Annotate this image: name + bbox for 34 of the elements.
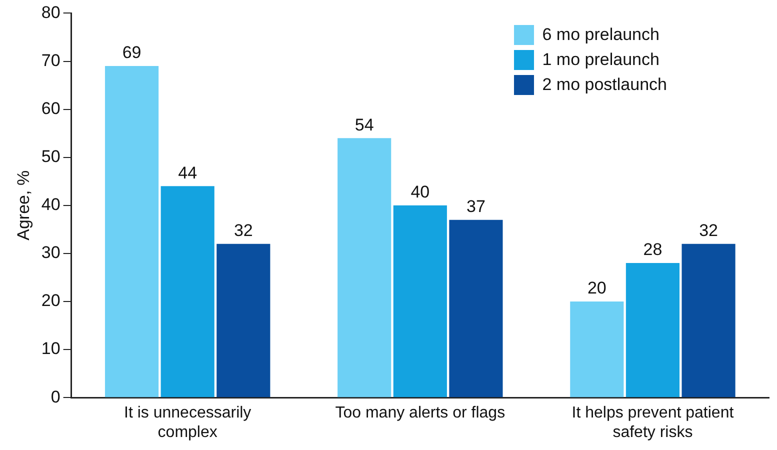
bar xyxy=(338,138,392,398)
bar xyxy=(104,66,159,398)
bar xyxy=(682,244,736,398)
bar xyxy=(160,186,214,398)
data-label: 44 xyxy=(178,163,198,182)
data-label: 28 xyxy=(643,240,662,260)
data-label: 69 xyxy=(122,43,142,62)
y-tick-label: 10 xyxy=(41,339,60,358)
y-tick-label: 80 xyxy=(41,2,60,22)
data-label: 54 xyxy=(354,115,374,134)
data-label: 40 xyxy=(410,182,430,202)
x-tick-label: It is unnecessarily complex xyxy=(124,404,252,441)
x-tick-label: Too many alerts or flags xyxy=(335,404,506,422)
bar xyxy=(216,244,270,398)
y-axis-title: Agree, % xyxy=(14,170,33,240)
y-tick-label: 60 xyxy=(41,98,60,118)
y-tick-label: 70 xyxy=(41,50,60,70)
data-label: 20 xyxy=(587,278,606,298)
y-tick-label: 20 xyxy=(41,291,60,310)
y-tick-label: 40 xyxy=(41,195,60,214)
bar xyxy=(393,205,447,398)
bar xyxy=(626,263,680,398)
y-tick-label: 30 xyxy=(41,243,60,262)
legend-label: 2 mo postlaunch xyxy=(542,74,667,94)
legend-label: 1 mo prelaunch xyxy=(542,50,660,70)
x-tick-label: It helps prevent patient safety risks xyxy=(572,404,734,441)
bar xyxy=(570,302,624,398)
y-tick-label: 50 xyxy=(41,147,60,166)
bar xyxy=(449,220,503,398)
data-label: 37 xyxy=(466,197,486,216)
legend-label: 6 mo prelaunch xyxy=(542,24,660,44)
y-tick-label: 0 xyxy=(50,387,60,406)
data-label: 32 xyxy=(234,221,253,240)
data-label: 32 xyxy=(699,221,718,240)
